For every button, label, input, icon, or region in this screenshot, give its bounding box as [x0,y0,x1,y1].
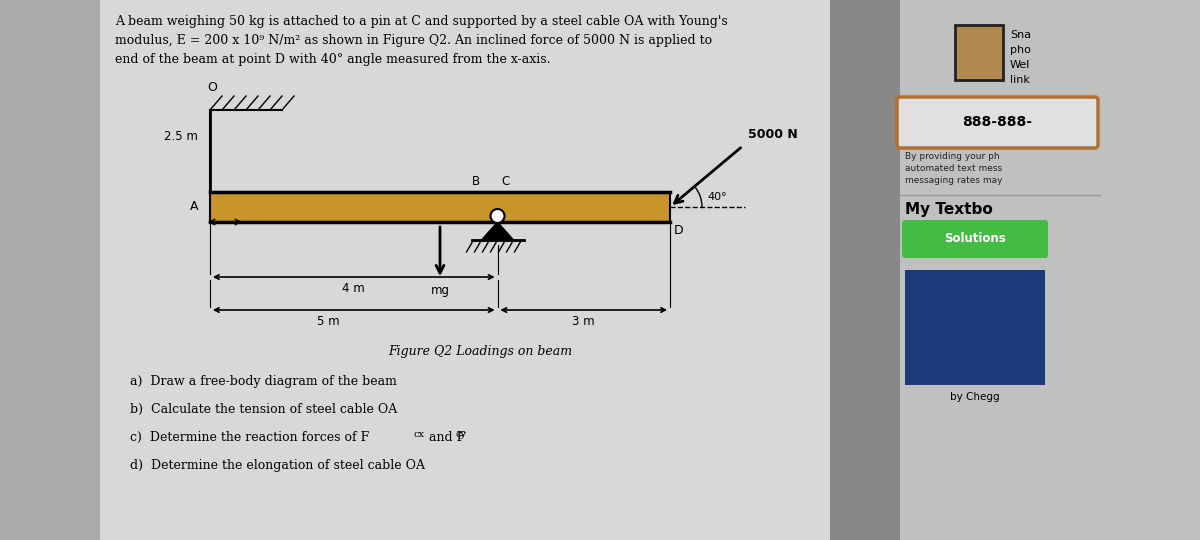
Text: end of the beam at point D with 40° angle measured from the x-axis.: end of the beam at point D with 40° angl… [115,53,551,66]
Text: mg: mg [431,284,450,297]
Text: D: D [674,224,684,237]
Text: B: B [472,175,480,188]
Text: pho: pho [1010,45,1031,55]
Text: c)  Determine the reaction forces of F: c) Determine the reaction forces of F [130,431,370,444]
Text: by Chegg: by Chegg [950,392,1000,402]
Text: a)  Draw a free-body diagram of the beam: a) Draw a free-body diagram of the beam [130,375,397,388]
Text: cx: cx [413,430,424,439]
Text: link: link [1010,75,1030,85]
Text: 2.5 m: 2.5 m [164,130,198,143]
Text: 5000 N: 5000 N [748,128,798,141]
Text: C: C [502,175,510,188]
FancyBboxPatch shape [902,220,1048,258]
Text: 3 m: 3 m [572,315,595,328]
Bar [210,192,670,222]
Text: A beam weighing 50 kg is attached to a pin at C and supported by a steel cable O: A beam weighing 50 kg is attached to a p… [115,15,727,28]
Polygon shape [481,222,514,240]
Text: By providing your ph: By providing your ph [905,152,1000,161]
Text: Solutions: Solutions [944,233,1006,246]
Text: A: A [190,200,198,213]
Text: d)  Determine the elongation of steel cable OA: d) Determine the elongation of steel cab… [130,459,425,472]
Text: O: O [208,81,217,94]
Bar [100,0,830,540]
Text: modulus, E = 200 x 10⁹ N/m² as shown in Figure Q2. An inclined force of 5000 N i: modulus, E = 200 x 10⁹ N/m² as shown in … [115,34,712,47]
Text: 40°: 40° [707,192,727,202]
FancyBboxPatch shape [898,97,1098,148]
Text: automated text mess: automated text mess [905,164,1002,173]
Bar [900,0,1200,540]
Text: messaging rates may: messaging rates may [905,176,1002,185]
Text: Wel: Wel [1010,60,1031,70]
Text: cy: cy [455,430,466,439]
Text: and F: and F [425,431,466,444]
Circle shape [491,209,504,223]
Text: Figure Q2 Loadings on beam: Figure Q2 Loadings on beam [388,345,572,358]
Bar [905,270,1045,385]
Text: Sna: Sna [1010,30,1031,40]
Text: 4 m: 4 m [342,282,365,295]
Text: 5 m: 5 m [318,315,340,328]
Text: My Textbo: My Textbo [905,202,992,217]
Bar [830,0,1200,540]
Bar [955,25,1003,80]
Text: b)  Calculate the tension of steel cable OA: b) Calculate the tension of steel cable … [130,403,397,416]
Text: 888-888-: 888-888- [962,115,1032,129]
